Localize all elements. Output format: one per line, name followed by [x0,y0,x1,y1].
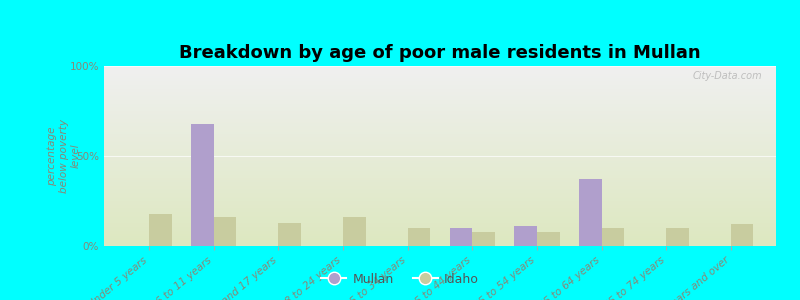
Bar [150,214,172,246]
Bar [408,228,430,246]
Bar [278,223,301,246]
Bar [579,179,602,246]
Text: City-Data.com: City-Data.com [693,71,762,81]
Bar [191,124,214,246]
Legend: Mullan, Idaho: Mullan, Idaho [316,268,484,291]
Bar [666,228,689,246]
Bar [214,217,237,246]
Bar [730,224,754,246]
Bar [472,232,495,246]
Bar [602,228,624,246]
Y-axis label: percentage
below poverty
level: percentage below poverty level [47,119,81,193]
Bar [537,232,559,246]
Bar [450,228,472,246]
Bar [514,226,537,246]
Title: Breakdown by age of poor male residents in Mullan: Breakdown by age of poor male residents … [179,44,701,62]
Bar [343,217,366,246]
